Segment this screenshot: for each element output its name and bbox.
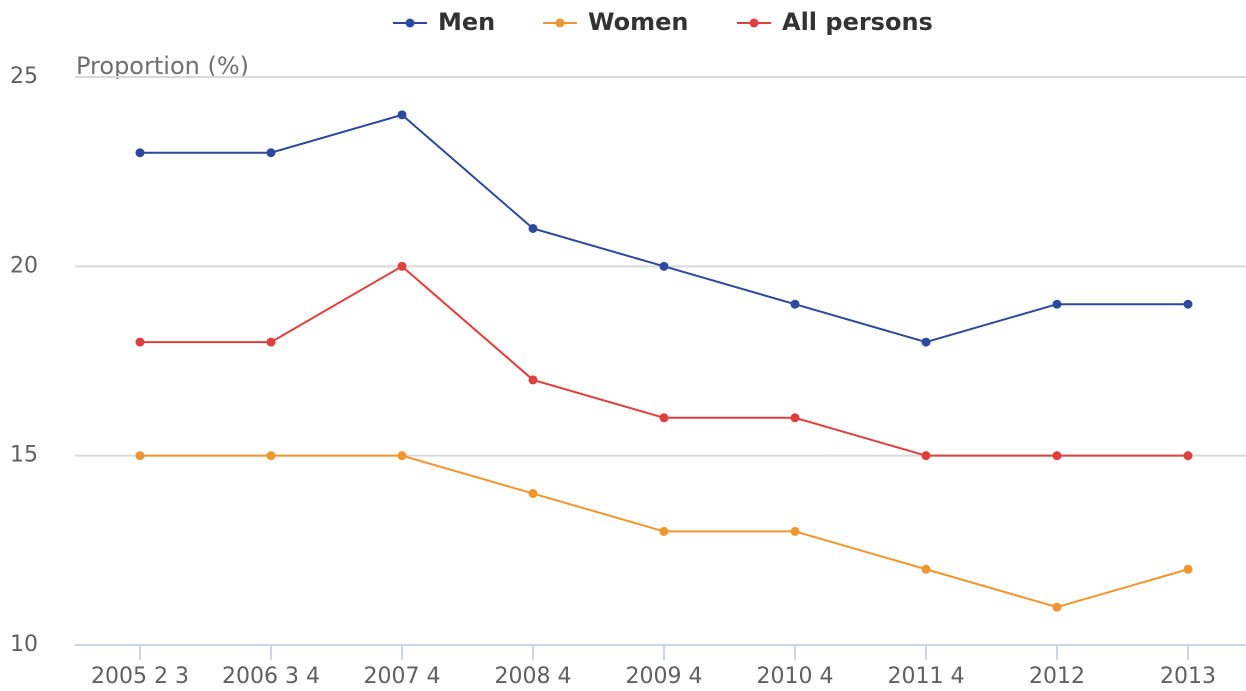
data-point [790, 413, 800, 423]
x-tick-label: 2006 3 4 [222, 664, 320, 689]
data-point [266, 451, 276, 461]
data-point [135, 337, 145, 347]
series-line [140, 113, 1188, 344]
data-point [397, 451, 407, 461]
data-point [397, 110, 407, 120]
data-point [790, 526, 800, 536]
x-tick-label: 2008 4 [495, 664, 572, 689]
legend-marker [405, 18, 415, 28]
y-axis-label: Proportion (%) [76, 52, 249, 80]
y-tick-label: 20 [10, 253, 38, 278]
data-point [921, 564, 931, 574]
data-point [1183, 299, 1193, 309]
x-tick-label: 2009 4 [626, 664, 703, 689]
data-point [528, 223, 538, 233]
data-point [397, 261, 407, 271]
data-point [921, 451, 931, 461]
data-point [921, 337, 931, 347]
data-point [659, 413, 669, 423]
legend-label: All persons [782, 8, 933, 36]
legend-marker [749, 18, 759, 28]
series-line [140, 265, 1188, 457]
data-point [135, 451, 145, 461]
data-point [1052, 451, 1062, 461]
legend-label: Women [588, 8, 688, 36]
data-point [659, 526, 669, 536]
x-tick-label: 2005 2 3 [91, 664, 189, 689]
data-point [1052, 299, 1062, 309]
legend-label: Men [438, 8, 495, 36]
x-tick-label: 2010 4 [757, 664, 834, 689]
data-point [1183, 451, 1193, 461]
data-point [1052, 602, 1062, 612]
x-tick-label: 2012 [1029, 664, 1085, 689]
data-point [266, 148, 276, 158]
y-tick-label: 10 [10, 632, 38, 657]
x-tick-label: 2013 [1160, 664, 1216, 689]
legend-marker [555, 18, 565, 28]
y-tick-label: 25 [10, 64, 38, 89]
data-point [1183, 564, 1193, 574]
data-point [659, 261, 669, 271]
x-tick-label: 2007 4 [364, 664, 441, 689]
data-point [790, 299, 800, 309]
data-point [266, 337, 276, 347]
y-tick-label: 15 [10, 443, 38, 468]
data-point [528, 375, 538, 385]
x-tick-label: 2011 4 [888, 664, 965, 689]
data-point [135, 148, 145, 158]
data-point [528, 489, 538, 499]
